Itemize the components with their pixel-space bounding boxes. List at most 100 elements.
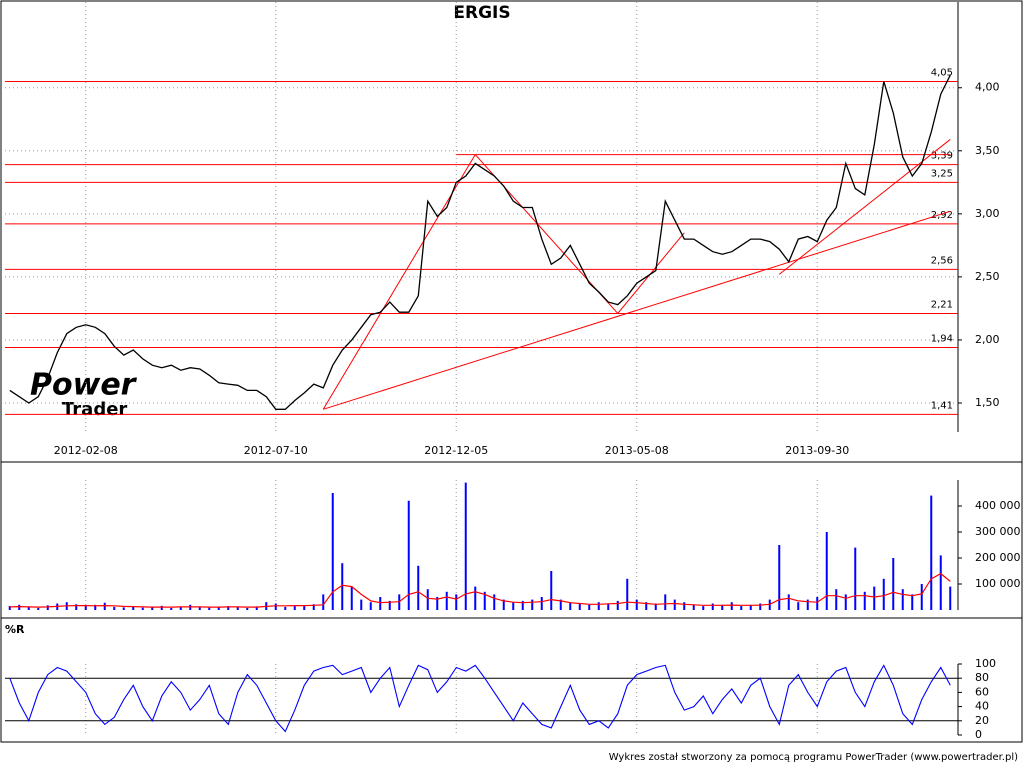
volume-bar: [379, 597, 382, 610]
volume-bar: [759, 603, 762, 610]
volume-bar: [797, 602, 800, 610]
volume-bar: [806, 599, 809, 610]
volume-bar: [521, 600, 524, 610]
volume-bar: [436, 597, 439, 610]
y-tick-label: 0: [975, 728, 982, 741]
volume-bar: [350, 586, 353, 610]
volume-average: [9, 572, 951, 608]
y-tick-label: 2,50: [975, 270, 1000, 283]
volume-bar: [654, 603, 657, 610]
volume-bar: [920, 584, 923, 610]
volume-bar: [331, 493, 334, 610]
volume-bar: [939, 555, 942, 610]
volume-bar: [37, 607, 40, 610]
volume-bar: [113, 606, 116, 610]
x-tick-label: 2012-02-08: [54, 444, 118, 457]
volume-bar: [445, 591, 448, 610]
level-label: 1,94: [931, 334, 953, 345]
volume-bar: [825, 532, 828, 610]
volume-bar: [160, 605, 163, 610]
volume-bar: [122, 607, 125, 610]
level-label: 2,56: [931, 255, 953, 266]
level-label: 1,41: [931, 400, 953, 411]
volume-bar: [483, 591, 486, 610]
level-label: 2,21: [931, 299, 953, 310]
volume-bar: [844, 594, 847, 610]
volume-bar: [607, 603, 610, 610]
level-label: 3,25: [931, 168, 953, 179]
x-tick-label: 2012-07-10: [244, 444, 308, 457]
x-tick-label: 2013-05-08: [605, 444, 669, 457]
volume-bar: [816, 597, 819, 610]
volume-bar: [911, 594, 914, 610]
y-tick-label: 300 000: [975, 525, 1021, 538]
volume-bar: [293, 606, 296, 610]
y-tick-label: 4,00: [975, 81, 1000, 94]
volume-bar: [930, 495, 933, 610]
volume-bar: [949, 586, 952, 610]
y-tick-label: 3,50: [975, 144, 1000, 157]
volume-bar: [274, 603, 277, 610]
volume-bar: [835, 589, 838, 610]
volume-bar: [863, 591, 866, 610]
volume-bar: [407, 500, 410, 610]
volume-bar: [626, 578, 629, 610]
trend-line: [322, 154, 476, 410]
volume-bar: [84, 606, 87, 610]
volume-bar: [873, 586, 876, 610]
volume-bar: [559, 599, 562, 610]
volume-bar: [493, 594, 496, 610]
watermark: Power: [30, 368, 138, 403]
y-tick-label: 400 000: [975, 499, 1021, 512]
volume-bar: [18, 604, 21, 610]
volume-bar: [103, 602, 106, 610]
volume-bar: [683, 602, 686, 610]
volume-bar: [673, 599, 676, 610]
y-tick-label: 200 000: [975, 551, 1021, 564]
trend-line: [778, 139, 951, 275]
y-tick-label: 1,50: [975, 396, 1000, 409]
volume-bar: [198, 607, 201, 610]
volume-bar: [597, 602, 600, 610]
volume-bar: [284, 606, 287, 610]
volume-bar: [778, 545, 781, 610]
level-label: 2,92: [931, 210, 953, 221]
y-tick-label: 60: [975, 685, 989, 698]
volume-bar: [46, 605, 49, 610]
volume-bar: [141, 607, 144, 610]
volume-bar: [217, 606, 220, 610]
trend-line: [323, 210, 951, 410]
chart-title: ERGIS: [453, 3, 510, 23]
volume-bar: [27, 606, 30, 610]
volume-bar: [740, 606, 743, 610]
volume-bar: [721, 604, 724, 610]
volume-bar: [749, 604, 752, 610]
volume-bar: [578, 603, 581, 610]
y-tick-label: 80: [975, 671, 989, 684]
volume-bar: [901, 589, 904, 610]
volume-bar: [702, 606, 705, 610]
volume-bar: [417, 565, 420, 610]
y-tick-label: 20: [975, 714, 989, 727]
volume-bar: [787, 594, 790, 610]
volume-bar: [588, 604, 591, 610]
volume-bar: [635, 599, 638, 610]
y-tick-label: 40: [975, 700, 989, 713]
x-tick-label: 2012-12-05: [424, 444, 488, 457]
y-tick-label: 100: [975, 657, 996, 670]
frame: [0, 0, 1023, 743]
volume-bar: [502, 599, 505, 610]
volume-bar: [132, 606, 135, 610]
volume-bar: [664, 594, 667, 610]
volume-bar: [179, 606, 182, 610]
volume-bar: [227, 606, 230, 610]
volume-bar: [151, 607, 154, 610]
price-line: [9, 74, 951, 410]
volume-bar: [75, 604, 78, 610]
volume-bar: [208, 607, 211, 610]
watermark: Trader: [62, 399, 127, 420]
level-label: 4,05: [931, 67, 953, 78]
volume-bar: [540, 597, 543, 610]
level-label: 3,39: [931, 151, 953, 162]
